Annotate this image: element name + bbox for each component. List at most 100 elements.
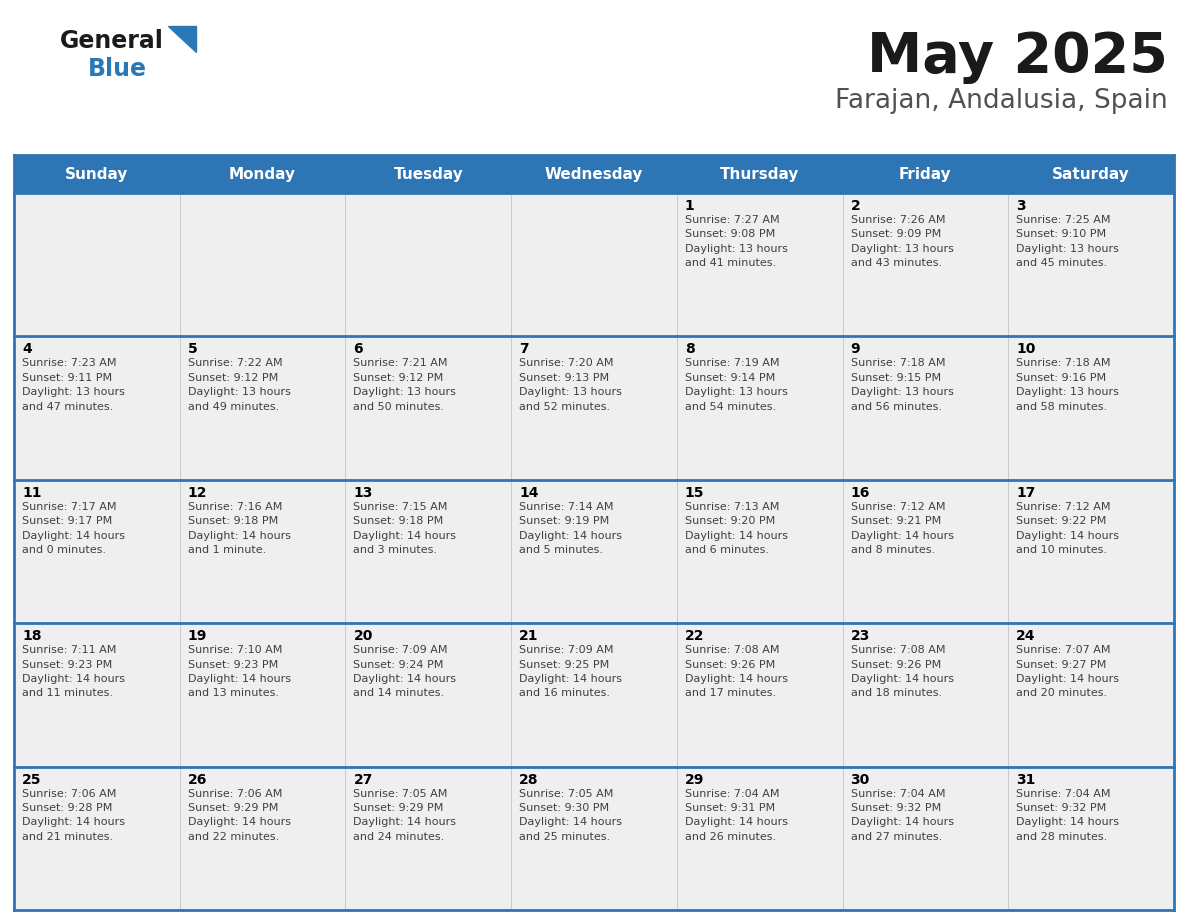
Text: Sunrise: 7:25 AM
Sunset: 9:10 PM
Daylight: 13 hours
and 45 minutes.: Sunrise: 7:25 AM Sunset: 9:10 PM Dayligh…: [1016, 215, 1119, 268]
Text: 14: 14: [519, 486, 538, 499]
Text: Sunrise: 7:18 AM
Sunset: 9:15 PM
Daylight: 13 hours
and 56 minutes.: Sunrise: 7:18 AM Sunset: 9:15 PM Dayligh…: [851, 358, 954, 411]
Text: 3: 3: [1016, 199, 1026, 213]
Text: Sunrise: 7:27 AM
Sunset: 9:08 PM
Daylight: 13 hours
and 41 minutes.: Sunrise: 7:27 AM Sunset: 9:08 PM Dayligh…: [684, 215, 788, 268]
Bar: [511, 336, 677, 480]
Bar: [14, 336, 179, 480]
Text: Farajan, Andalusia, Spain: Farajan, Andalusia, Spain: [835, 88, 1168, 114]
Text: Saturday: Saturday: [1053, 166, 1130, 182]
Bar: [346, 480, 511, 623]
Bar: [677, 336, 842, 480]
Bar: [677, 480, 842, 623]
Bar: [346, 767, 511, 910]
Text: Sunrise: 7:26 AM
Sunset: 9:09 PM
Daylight: 13 hours
and 43 minutes.: Sunrise: 7:26 AM Sunset: 9:09 PM Dayligh…: [851, 215, 954, 268]
Text: Sunrise: 7:23 AM
Sunset: 9:11 PM
Daylight: 13 hours
and 47 minutes.: Sunrise: 7:23 AM Sunset: 9:11 PM Dayligh…: [23, 358, 125, 411]
Text: 5: 5: [188, 342, 197, 356]
Text: Sunrise: 7:20 AM
Sunset: 9:13 PM
Daylight: 13 hours
and 52 minutes.: Sunrise: 7:20 AM Sunset: 9:13 PM Dayligh…: [519, 358, 623, 411]
Text: 31: 31: [1016, 773, 1036, 787]
Text: Sunrise: 7:19 AM
Sunset: 9:14 PM
Daylight: 13 hours
and 54 minutes.: Sunrise: 7:19 AM Sunset: 9:14 PM Dayligh…: [684, 358, 788, 411]
Bar: [1009, 767, 1174, 910]
Text: 24: 24: [1016, 629, 1036, 644]
Text: 4: 4: [23, 342, 32, 356]
Text: 25: 25: [23, 773, 42, 787]
Text: 17: 17: [1016, 486, 1036, 499]
Text: 15: 15: [684, 486, 704, 499]
Text: Sunrise: 7:04 AM
Sunset: 9:31 PM
Daylight: 14 hours
and 26 minutes.: Sunrise: 7:04 AM Sunset: 9:31 PM Dayligh…: [684, 789, 788, 842]
Text: 6: 6: [353, 342, 364, 356]
Text: Sunrise: 7:11 AM
Sunset: 9:23 PM
Daylight: 14 hours
and 11 minutes.: Sunrise: 7:11 AM Sunset: 9:23 PM Dayligh…: [23, 645, 125, 699]
Text: 21: 21: [519, 629, 538, 644]
Text: 27: 27: [353, 773, 373, 787]
Text: 10: 10: [1016, 342, 1036, 356]
Text: Sunrise: 7:07 AM
Sunset: 9:27 PM
Daylight: 14 hours
and 20 minutes.: Sunrise: 7:07 AM Sunset: 9:27 PM Dayligh…: [1016, 645, 1119, 699]
Text: Thursday: Thursday: [720, 166, 800, 182]
Text: Sunrise: 7:17 AM
Sunset: 9:17 PM
Daylight: 14 hours
and 0 minutes.: Sunrise: 7:17 AM Sunset: 9:17 PM Dayligh…: [23, 502, 125, 555]
Bar: [677, 767, 842, 910]
Text: Sunrise: 7:04 AM
Sunset: 9:32 PM
Daylight: 14 hours
and 27 minutes.: Sunrise: 7:04 AM Sunset: 9:32 PM Dayligh…: [851, 789, 954, 842]
Text: Sunrise: 7:08 AM
Sunset: 9:26 PM
Daylight: 14 hours
and 18 minutes.: Sunrise: 7:08 AM Sunset: 9:26 PM Dayligh…: [851, 645, 954, 699]
Bar: [1009, 623, 1174, 767]
Text: Sunrise: 7:22 AM
Sunset: 9:12 PM
Daylight: 13 hours
and 49 minutes.: Sunrise: 7:22 AM Sunset: 9:12 PM Dayligh…: [188, 358, 291, 411]
Text: 2: 2: [851, 199, 860, 213]
Bar: [511, 767, 677, 910]
Text: Blue: Blue: [88, 57, 147, 81]
Bar: [511, 480, 677, 623]
Text: Wednesday: Wednesday: [545, 166, 643, 182]
Text: Sunrise: 7:21 AM
Sunset: 9:12 PM
Daylight: 13 hours
and 50 minutes.: Sunrise: 7:21 AM Sunset: 9:12 PM Dayligh…: [353, 358, 456, 411]
Bar: [179, 193, 346, 336]
Bar: [14, 193, 179, 336]
Text: 7: 7: [519, 342, 529, 356]
Bar: [1009, 336, 1174, 480]
Text: 28: 28: [519, 773, 538, 787]
Polygon shape: [168, 26, 196, 52]
Bar: [842, 193, 1009, 336]
Text: Sunrise: 7:06 AM
Sunset: 9:28 PM
Daylight: 14 hours
and 21 minutes.: Sunrise: 7:06 AM Sunset: 9:28 PM Dayligh…: [23, 789, 125, 842]
Text: Sunrise: 7:05 AM
Sunset: 9:29 PM
Daylight: 14 hours
and 24 minutes.: Sunrise: 7:05 AM Sunset: 9:29 PM Dayligh…: [353, 789, 456, 842]
Text: Sunrise: 7:16 AM
Sunset: 9:18 PM
Daylight: 14 hours
and 1 minute.: Sunrise: 7:16 AM Sunset: 9:18 PM Dayligh…: [188, 502, 291, 555]
Text: 13: 13: [353, 486, 373, 499]
Bar: [1009, 193, 1174, 336]
Text: Sunrise: 7:13 AM
Sunset: 9:20 PM
Daylight: 14 hours
and 6 minutes.: Sunrise: 7:13 AM Sunset: 9:20 PM Dayligh…: [684, 502, 788, 555]
Text: Sunrise: 7:09 AM
Sunset: 9:24 PM
Daylight: 14 hours
and 14 minutes.: Sunrise: 7:09 AM Sunset: 9:24 PM Dayligh…: [353, 645, 456, 699]
Text: Sunrise: 7:04 AM
Sunset: 9:32 PM
Daylight: 14 hours
and 28 minutes.: Sunrise: 7:04 AM Sunset: 9:32 PM Dayligh…: [1016, 789, 1119, 842]
Text: Friday: Friday: [899, 166, 952, 182]
Bar: [842, 480, 1009, 623]
Text: Sunrise: 7:12 AM
Sunset: 9:21 PM
Daylight: 14 hours
and 8 minutes.: Sunrise: 7:12 AM Sunset: 9:21 PM Dayligh…: [851, 502, 954, 555]
Bar: [677, 193, 842, 336]
Bar: [842, 336, 1009, 480]
Text: 30: 30: [851, 773, 870, 787]
Text: General: General: [61, 29, 164, 53]
Text: 18: 18: [23, 629, 42, 644]
Text: Sunrise: 7:10 AM
Sunset: 9:23 PM
Daylight: 14 hours
and 13 minutes.: Sunrise: 7:10 AM Sunset: 9:23 PM Dayligh…: [188, 645, 291, 699]
Bar: [511, 193, 677, 336]
Text: Tuesday: Tuesday: [393, 166, 463, 182]
Text: 22: 22: [684, 629, 704, 644]
Text: Sunrise: 7:05 AM
Sunset: 9:30 PM
Daylight: 14 hours
and 25 minutes.: Sunrise: 7:05 AM Sunset: 9:30 PM Dayligh…: [519, 789, 623, 842]
Text: Sunrise: 7:12 AM
Sunset: 9:22 PM
Daylight: 14 hours
and 10 minutes.: Sunrise: 7:12 AM Sunset: 9:22 PM Dayligh…: [1016, 502, 1119, 555]
Bar: [1009, 480, 1174, 623]
Text: 11: 11: [23, 486, 42, 499]
Text: Sunrise: 7:09 AM
Sunset: 9:25 PM
Daylight: 14 hours
and 16 minutes.: Sunrise: 7:09 AM Sunset: 9:25 PM Dayligh…: [519, 645, 623, 699]
Bar: [179, 336, 346, 480]
Text: Sunrise: 7:18 AM
Sunset: 9:16 PM
Daylight: 13 hours
and 58 minutes.: Sunrise: 7:18 AM Sunset: 9:16 PM Dayligh…: [1016, 358, 1119, 411]
Bar: [179, 480, 346, 623]
Text: Sunrise: 7:15 AM
Sunset: 9:18 PM
Daylight: 14 hours
and 3 minutes.: Sunrise: 7:15 AM Sunset: 9:18 PM Dayligh…: [353, 502, 456, 555]
Bar: [14, 767, 179, 910]
Text: 1: 1: [684, 199, 695, 213]
Bar: [842, 767, 1009, 910]
Text: Sunrise: 7:06 AM
Sunset: 9:29 PM
Daylight: 14 hours
and 22 minutes.: Sunrise: 7:06 AM Sunset: 9:29 PM Dayligh…: [188, 789, 291, 842]
Text: Sunrise: 7:08 AM
Sunset: 9:26 PM
Daylight: 14 hours
and 17 minutes.: Sunrise: 7:08 AM Sunset: 9:26 PM Dayligh…: [684, 645, 788, 699]
Text: 20: 20: [353, 629, 373, 644]
Bar: [346, 623, 511, 767]
Bar: [511, 623, 677, 767]
Text: 19: 19: [188, 629, 207, 644]
Bar: [179, 623, 346, 767]
Text: Monday: Monday: [229, 166, 296, 182]
Bar: [14, 623, 179, 767]
Text: 26: 26: [188, 773, 207, 787]
Text: 8: 8: [684, 342, 695, 356]
Text: Sunday: Sunday: [65, 166, 128, 182]
Bar: [346, 193, 511, 336]
Text: Sunrise: 7:14 AM
Sunset: 9:19 PM
Daylight: 14 hours
and 5 minutes.: Sunrise: 7:14 AM Sunset: 9:19 PM Dayligh…: [519, 502, 623, 555]
Text: 12: 12: [188, 486, 207, 499]
Text: 16: 16: [851, 486, 870, 499]
